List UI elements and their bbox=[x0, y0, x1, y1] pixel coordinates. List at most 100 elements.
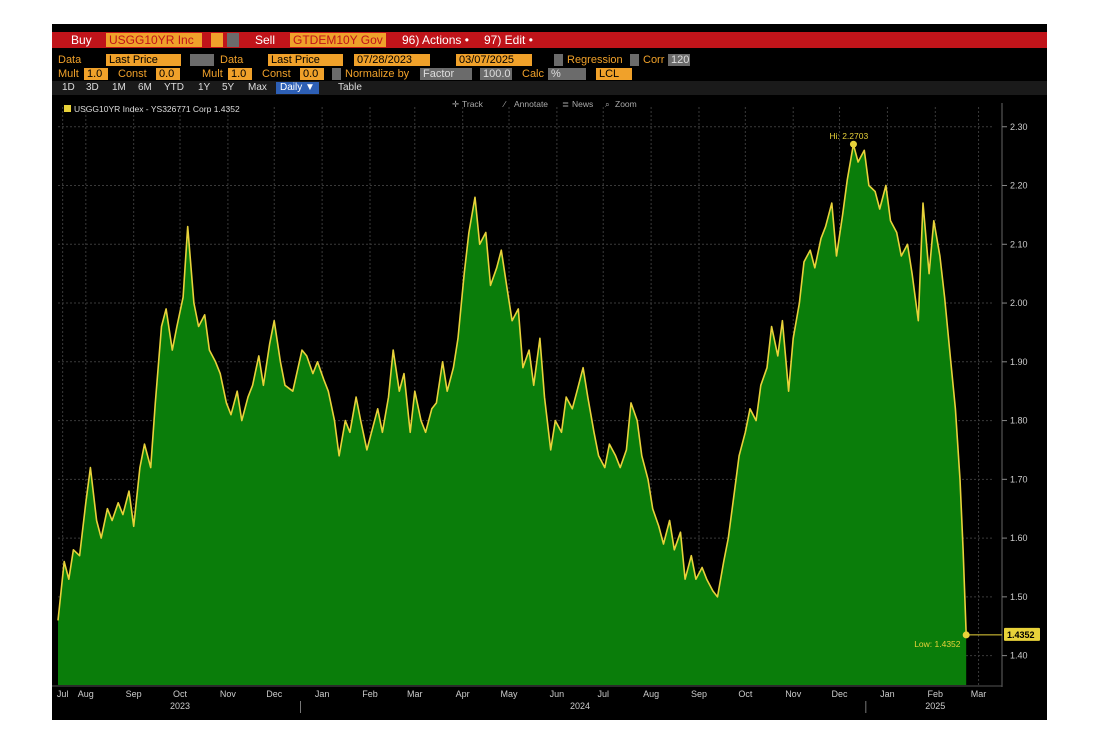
x-year-label: 2025 bbox=[925, 701, 945, 711]
chart-tool-annotate-button[interactable]: Annotate bbox=[514, 99, 548, 109]
x-tick-label: Nov bbox=[220, 689, 237, 699]
x-tick-label: Sep bbox=[691, 689, 707, 699]
mult1-field[interactable]: 1.0 bbox=[84, 68, 108, 80]
hi-marker bbox=[849, 140, 857, 148]
legend-label: USGG10YR Index - YS326771 Corp 1.4352 bbox=[74, 104, 240, 114]
y-tick-label: 2.00 bbox=[1010, 298, 1028, 308]
timeframe-1m-button[interactable]: 1M bbox=[112, 82, 126, 93]
x-tick-label: Aug bbox=[643, 689, 659, 699]
low-label: Low: 1.4352 bbox=[914, 639, 961, 649]
calc-dropdown[interactable]: % bbox=[548, 68, 586, 80]
chart-tool-track-button[interactable]: Track bbox=[462, 99, 484, 109]
calc-label: Calc bbox=[522, 68, 545, 80]
x-tick-label: Feb bbox=[362, 689, 378, 699]
sell-security-field[interactable]: GTDEM10Y Gov bbox=[290, 33, 386, 47]
bloomberg-terminal-window: Buy USGG10YR Inc Sell GTDEM10Y Gov 96) A… bbox=[52, 24, 1047, 720]
x-tick-label: Feb bbox=[928, 689, 944, 699]
trade-toolbar: Buy USGG10YR Inc Sell GTDEM10Y Gov 96) A… bbox=[52, 32, 1047, 48]
normalize-value-field[interactable]: 100.0 bbox=[480, 68, 512, 80]
timeframe-bar: 1D 3D 1M 6M YTD 1Y 5Y Max Daily ▼ Table bbox=[52, 81, 1047, 95]
buy-menu-button[interactable] bbox=[227, 33, 239, 47]
x-tick-label: Oct bbox=[173, 689, 188, 699]
start-date-field[interactable]: 07/28/2023 bbox=[354, 54, 430, 66]
corr-label: Corr bbox=[643, 54, 665, 66]
y-tick-label: 1.90 bbox=[1010, 357, 1028, 367]
edit-menu[interactable]: 97) Edit • bbox=[484, 33, 533, 47]
x-tick-label: Oct bbox=[738, 689, 753, 699]
mult2-field[interactable]: 1.0 bbox=[228, 68, 252, 80]
last-value-badge bbox=[1004, 627, 1040, 641]
x-tick-label: Aug bbox=[78, 689, 94, 699]
legend-swatch bbox=[64, 105, 71, 112]
x-tick-label: Jul bbox=[597, 689, 609, 699]
buy-dropdown-button[interactable] bbox=[211, 33, 223, 47]
chart-tool-track-icon: ✛ bbox=[452, 99, 460, 109]
chart-tool-zoom-icon: ⌕ bbox=[605, 99, 610, 109]
x-tick-label: Dec bbox=[832, 689, 849, 699]
x-tick-label: Apr bbox=[456, 689, 470, 699]
last-value-label: 1.4352 bbox=[1007, 630, 1035, 640]
chart-tool-news-button[interactable]: News bbox=[572, 99, 593, 109]
timeframe-max-button[interactable]: Max bbox=[248, 82, 267, 93]
mult2-label: Mult bbox=[202, 68, 223, 80]
regression-checkbox[interactable] bbox=[554, 54, 563, 66]
const2-label: Const bbox=[262, 68, 291, 80]
x-tick-label: Mar bbox=[407, 689, 423, 699]
corr-field[interactable]: 120 bbox=[668, 54, 690, 66]
data2-label: Data bbox=[220, 54, 244, 66]
settings-row-1: Data Last Price Data Last Price 07/28/20… bbox=[52, 53, 1047, 67]
hi-label: Hi: 2.2703 bbox=[829, 131, 868, 141]
x-year-label: 2023 bbox=[170, 701, 190, 711]
y-tick-label: 1.40 bbox=[1010, 651, 1028, 661]
x-tick-label: Nov bbox=[785, 689, 802, 699]
mult1-label: Mult bbox=[58, 68, 79, 80]
timeframe-6m-button[interactable]: 6M bbox=[138, 82, 152, 93]
x-tick-label: Jul bbox=[57, 689, 69, 699]
data2-dropdown[interactable]: Last Price bbox=[268, 54, 343, 66]
const1-field[interactable]: 0.0 bbox=[156, 68, 180, 80]
timeframe-5y-button[interactable]: 5Y bbox=[222, 82, 235, 93]
actions-menu[interactable]: 96) Actions • bbox=[402, 33, 469, 47]
currency-dropdown[interactable]: LCL bbox=[596, 68, 632, 80]
normalize-label: Normalize by bbox=[345, 68, 410, 80]
x-tick-label: May bbox=[501, 689, 519, 699]
swap-icon[interactable] bbox=[190, 54, 214, 66]
y-tick-label: 2.20 bbox=[1010, 181, 1028, 191]
y-tick-label: 2.10 bbox=[1010, 239, 1028, 249]
x-tick-label: Dec bbox=[266, 689, 283, 699]
table-button[interactable]: Table bbox=[338, 82, 362, 93]
normalize-dropdown[interactable]: Factor bbox=[420, 68, 472, 80]
corr-checkbox[interactable] bbox=[630, 54, 639, 66]
frequency-dropdown[interactable]: Daily ▼ bbox=[276, 82, 319, 94]
const2-field[interactable]: 0.0 bbox=[300, 68, 324, 80]
x-tick-label: Jan bbox=[880, 689, 895, 699]
y-tick-label: 2.30 bbox=[1010, 122, 1028, 132]
sell-button[interactable]: Sell bbox=[250, 33, 281, 47]
y-tick-label: 1.80 bbox=[1010, 416, 1028, 426]
price-chart[interactable]: 1.40 1.50 1.60 1.70 1.80 1.90 2.00 2.10 2.20 2.30… bbox=[52, 95, 1047, 720]
chart-tool-zoom-button[interactable]: Zoom bbox=[615, 99, 637, 109]
x-tick-label: Jun bbox=[550, 689, 565, 699]
data1-dropdown[interactable]: Last Price bbox=[106, 54, 181, 66]
x-tick-label: Sep bbox=[126, 689, 142, 699]
timeframe-3d-button[interactable]: 3D bbox=[86, 82, 99, 93]
normalize-checkbox[interactable] bbox=[332, 68, 341, 80]
y-tick-label: 1.70 bbox=[1010, 474, 1028, 484]
buy-security-field[interactable]: USGG10YR Inc bbox=[106, 33, 202, 47]
timeframe-1y-button[interactable]: 1Y bbox=[198, 82, 211, 93]
y-tick-label: 1.60 bbox=[1010, 533, 1028, 543]
settings-row-2: Mult 1.0 Const 0.0 Mult 1.0 Const 0.0 No… bbox=[52, 67, 1047, 81]
series-area bbox=[58, 144, 967, 685]
x-tick-label: Jan bbox=[315, 689, 330, 699]
regression-label: Regression bbox=[567, 54, 623, 66]
x-year-label: 2024 bbox=[570, 701, 590, 711]
data1-label: Data bbox=[58, 54, 82, 66]
x-tick-label: Mar bbox=[971, 689, 987, 699]
timeframe-ytd-button[interactable]: YTD bbox=[164, 82, 184, 93]
timeframe-1d-button[interactable]: 1D bbox=[62, 82, 75, 93]
const1-label: Const bbox=[118, 68, 147, 80]
buy-button[interactable]: Buy bbox=[66, 33, 97, 47]
chart-tool-annotate-icon: ∕ bbox=[502, 99, 507, 109]
chart-tool-news-icon: ≣ bbox=[562, 99, 569, 109]
end-date-field[interactable]: 03/07/2025 bbox=[456, 54, 532, 66]
